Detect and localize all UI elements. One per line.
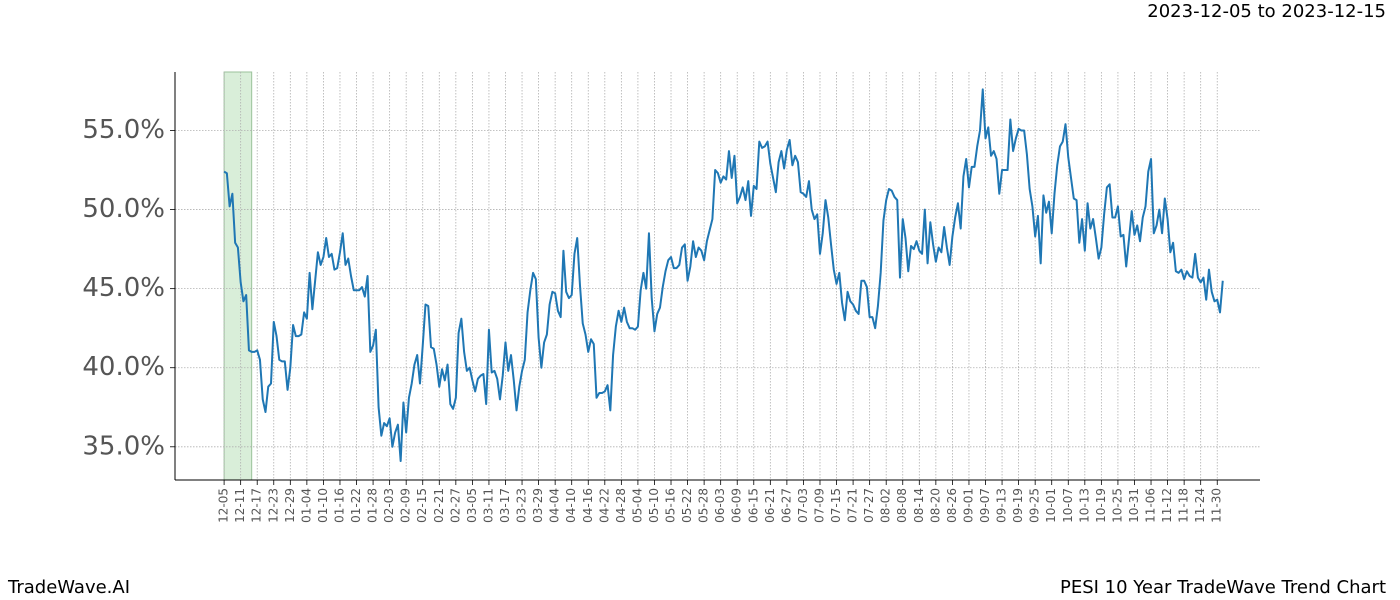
y-tick-label: 55.0% — [82, 115, 165, 145]
x-tick-label: 03-29 — [531, 488, 545, 523]
x-tick-label: 10-07 — [1061, 488, 1075, 523]
caption: PESI 10 Year TradeWave Trend Chart — [1060, 577, 1386, 598]
x-tick-label: 11-18 — [1177, 488, 1191, 523]
x-tick-label: 07-27 — [862, 488, 876, 523]
x-tick-label: 08-14 — [912, 488, 926, 523]
x-tick-label: 02-09 — [399, 488, 413, 523]
x-tick-label: 02-21 — [432, 488, 446, 523]
x-tick-label: 03-11 — [481, 488, 495, 523]
x-tick-label: 02-27 — [448, 488, 462, 523]
x-tick-label: 08-02 — [879, 488, 893, 523]
x-tick-label: 10-25 — [1110, 488, 1124, 523]
x-tick-label: 09-07 — [978, 488, 992, 523]
x-tick-label: 12-23 — [266, 488, 280, 523]
x-tick-label: 06-15 — [746, 488, 760, 523]
x-tick-label: 05-04 — [630, 488, 644, 523]
x-tick-label: 03-23 — [515, 488, 529, 523]
x-tick-label: 08-26 — [945, 488, 959, 523]
x-tick-label: 10-19 — [1094, 488, 1108, 523]
x-tick-label: 11-24 — [1193, 488, 1207, 523]
x-tick-label: 12-29 — [283, 488, 297, 523]
x-tick-label: 04-10 — [564, 488, 578, 523]
highlight-band — [223, 71, 253, 481]
x-tick-label: 02-15 — [415, 488, 429, 523]
x-tick-label: 01-22 — [349, 488, 363, 523]
x-tick-label: 05-28 — [697, 488, 711, 523]
x-tick-label: 05-16 — [664, 488, 678, 523]
x-tick-label: 09-25 — [1028, 488, 1042, 523]
x-tick-label: 12-11 — [233, 488, 247, 523]
y-tick-label: 45.0% — [82, 273, 165, 303]
x-tick-label: 06-27 — [779, 488, 793, 523]
x-tick-label: 01-28 — [366, 488, 380, 523]
x-tick-label: 09-01 — [961, 488, 975, 523]
trend-line — [223, 88, 1224, 463]
x-tick-label: 10-13 — [1077, 488, 1091, 523]
x-tick-label: 05-22 — [680, 488, 694, 523]
x-tick-label: 08-08 — [895, 488, 909, 523]
x-tick-label: 03-05 — [465, 488, 479, 523]
x-tick-label: 07-09 — [812, 488, 826, 523]
x-tick-label: 04-04 — [548, 488, 562, 523]
x-tick-label: 12-17 — [250, 488, 264, 523]
x-tick-label: 01-04 — [299, 488, 313, 523]
x-tick-label: 10-01 — [1044, 488, 1058, 523]
x-tick-label: 02-03 — [382, 488, 396, 523]
x-tick-label: 05-10 — [647, 488, 661, 523]
x-tick-label: 04-16 — [581, 488, 595, 523]
x-tick-label: 03-17 — [498, 488, 512, 523]
y-tick-label: 40.0% — [82, 352, 165, 382]
x-tick-label: 11-06 — [1144, 488, 1158, 523]
x-tick-label: 01-10 — [316, 488, 330, 523]
y-tick-label: 35.0% — [82, 431, 165, 461]
x-tick-label: 04-22 — [597, 488, 611, 523]
x-tick-label: 06-09 — [730, 488, 744, 523]
x-tick-label: 04-28 — [614, 488, 628, 523]
x-tick-label: 07-03 — [796, 488, 810, 523]
x-tick-label: 06-21 — [763, 488, 777, 523]
x-tick-label: 07-15 — [829, 488, 843, 523]
x-tick-label: 09-19 — [1011, 488, 1025, 523]
x-tick-label: 07-21 — [846, 488, 860, 523]
x-tick-label: 01-16 — [332, 488, 346, 523]
y-tick-label: 50.0% — [82, 194, 165, 224]
x-tick-label: 10-31 — [1127, 488, 1141, 523]
x-tick-label: 08-20 — [928, 488, 942, 523]
brand: TradeWave.AI — [7, 577, 130, 598]
x-tick-label: 11-30 — [1210, 488, 1224, 523]
x-tick-label: 09-13 — [995, 488, 1009, 523]
x-tick-label: 11-12 — [1160, 488, 1174, 523]
x-tick-label: 06-03 — [713, 488, 727, 523]
x-tick-label: 12-05 — [217, 488, 231, 523]
date-range: 2023-12-05 to 2023-12-15 — [1147, 1, 1386, 22]
